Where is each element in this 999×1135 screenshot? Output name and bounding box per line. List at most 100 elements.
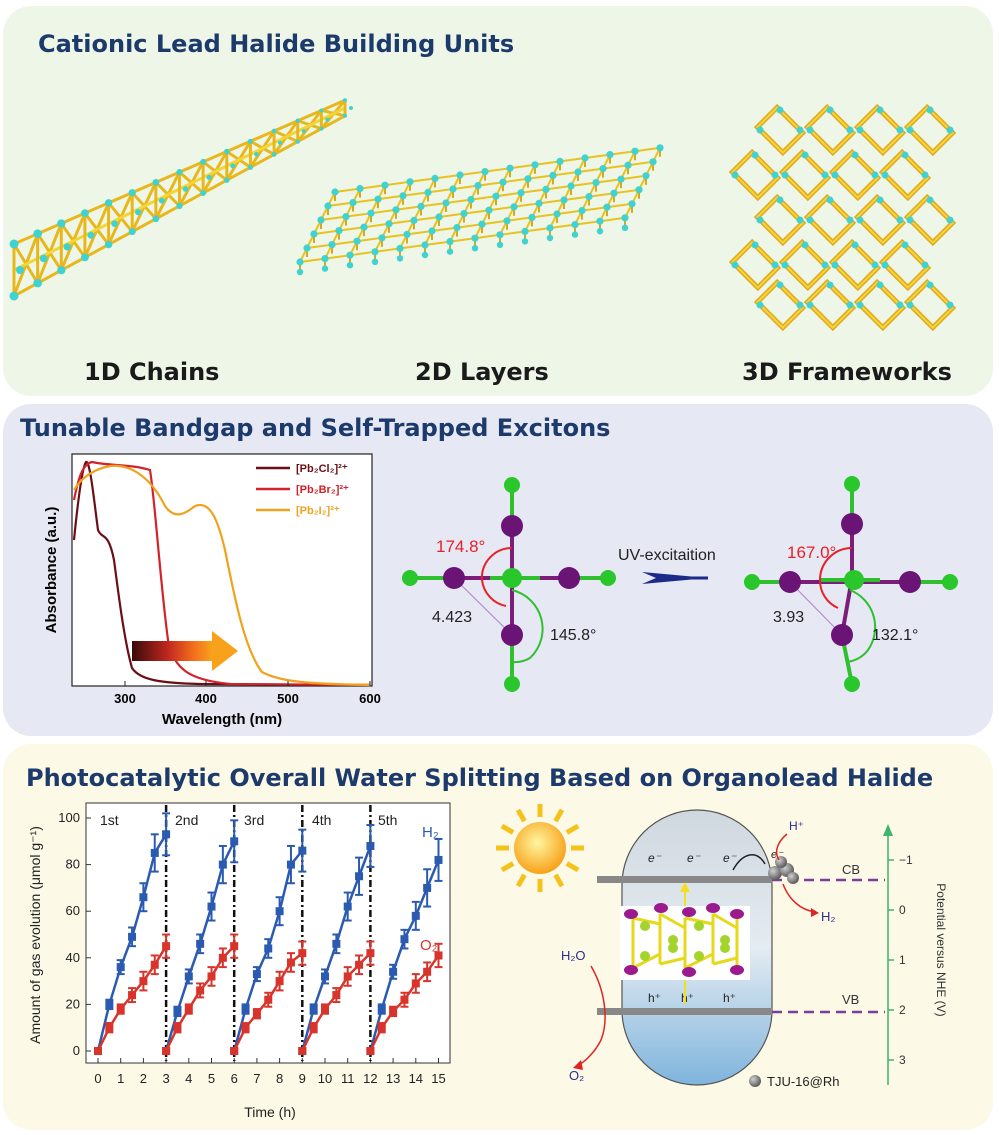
o2-data-point	[128, 991, 137, 1000]
o2-data-point	[298, 949, 307, 958]
h2-data-point	[116, 963, 125, 972]
electron-2: e⁻	[687, 851, 702, 865]
vb-band	[597, 1008, 772, 1015]
o2-data-point	[366, 1047, 375, 1055]
electron-1: e⁻	[648, 851, 663, 865]
y-tick-label: 20	[66, 996, 80, 1011]
x-tick-label: 1	[117, 1071, 124, 1086]
o2-data-point	[218, 953, 227, 962]
panel2-title: Tunable Bandgap and Self-Trapped Exciton…	[20, 414, 611, 442]
x-tick-marks	[124, 681, 371, 686]
uv-excitation-label: UV-excitaition	[618, 547, 716, 564]
h2-data-point	[411, 911, 420, 920]
x-tick-label: 14	[409, 1071, 423, 1086]
h2-data-point	[423, 883, 432, 892]
x-tick-400: 400	[195, 691, 217, 706]
electron-3: e⁻	[723, 851, 738, 865]
hole-2: h⁺	[681, 991, 694, 1005]
right-angle-1: 167.0°	[787, 543, 836, 562]
o2-product-label: O₂	[569, 1068, 584, 1083]
h2-data-point	[321, 972, 329, 981]
h2-data-point	[150, 848, 159, 857]
o2-data-point	[389, 1007, 398, 1016]
oxidation-arrowhead	[573, 1060, 583, 1070]
layer-2d-structure	[296, 144, 664, 276]
curve-pb2br2	[72, 460, 371, 687]
h2-data-point	[400, 935, 409, 944]
proton-label: H⁺	[789, 819, 804, 833]
h2-data-point	[434, 855, 443, 864]
y-tick-label: 100	[58, 810, 80, 825]
label-2d-layers: 2D Layers	[415, 358, 549, 386]
x-tick-label: 7	[253, 1071, 260, 1086]
x-tick-label: 15	[431, 1071, 445, 1086]
x-tick-300: 300	[114, 691, 136, 706]
y-axis-label: Absorbance (a.u.)	[43, 507, 60, 634]
electron-transfer-arrow	[732, 854, 766, 871]
o2-data-point	[207, 972, 216, 981]
panel3-title: Photocatalytic Overall Water Splitting B…	[26, 764, 934, 792]
o2-data-point	[150, 960, 159, 969]
h2-data-point	[128, 932, 137, 941]
o2-data-point	[94, 1047, 102, 1055]
left-distance: 4.423	[432, 609, 472, 626]
nhe-axis-arrowhead	[883, 824, 893, 836]
nhe-tick-0: 0	[899, 903, 906, 917]
cycle-1-label: 1st	[100, 812, 119, 828]
right-angle-2: 132.1°	[872, 627, 918, 644]
o2-series-label: O₂	[420, 937, 438, 954]
time-axis-label: Time (h)	[244, 1104, 296, 1120]
label-1d-chains: 1D Chains	[84, 358, 220, 386]
x-tick-label: 6	[231, 1071, 238, 1086]
o2-data-point	[411, 979, 420, 988]
o2-data-point	[298, 1047, 307, 1055]
nhe-tick-2: 2	[899, 1003, 906, 1017]
exciton-structures: 174.8° 4.423 145.8° UV-excitaition 167.0…	[402, 476, 958, 692]
y-tick-label: 40	[66, 950, 80, 965]
o2-data-point	[230, 942, 239, 951]
x-tick-600: 600	[359, 691, 381, 706]
h2-arrowhead	[811, 908, 819, 917]
h2-data-point	[366, 841, 375, 850]
vb-label: VB	[842, 992, 859, 1007]
panel1-title: Cationic Lead Halide Building Units	[38, 30, 515, 58]
x-tick-label: 5	[208, 1071, 215, 1086]
o2-data-point	[139, 977, 148, 986]
structure-excited-state	[744, 476, 958, 692]
o2-data-point	[162, 942, 171, 951]
cb-label: CB	[842, 862, 860, 877]
h2-data-point	[355, 872, 364, 881]
o2-data-point	[366, 949, 375, 958]
x-axis-label: Wavelength (nm)	[162, 711, 282, 728]
legend-label-cl: [Pb₂Cl₂]²⁺	[296, 463, 348, 475]
legend-label-br: [Pb₂Br₂]²⁺	[296, 484, 349, 496]
h2-data-point	[184, 972, 193, 981]
catalyst-legend-label: TJU-16@Rh	[767, 1074, 839, 1089]
gas-axis-label: Amount of gas evolution (μmol g⁻¹)	[27, 826, 43, 1044]
h2-data-point	[207, 902, 216, 911]
x-tick-label: 8	[276, 1071, 283, 1086]
curve-pb2cl2	[72, 460, 371, 687]
x-tick-label: 9	[299, 1071, 306, 1086]
o2-data-point	[309, 1023, 318, 1032]
label-3d-frameworks: 3D Frameworks	[742, 358, 952, 386]
right-distance: 3.93	[773, 609, 804, 626]
o2-data-point	[105, 1023, 114, 1032]
o2-data-point	[434, 951, 443, 960]
h2-data-point	[241, 1005, 250, 1014]
nhe-tick-minus1: −1	[899, 853, 913, 867]
h2-data-point	[196, 939, 205, 948]
crystal-structure-graphic	[624, 903, 744, 977]
o2-data-point	[400, 995, 409, 1004]
hole-3: h⁺	[723, 991, 736, 1005]
h2-product-label: H₂	[821, 909, 835, 924]
curve-pb2i2	[73, 464, 371, 687]
x-tick-label: 11	[341, 1071, 355, 1086]
catalyst-legend-icon	[749, 1075, 761, 1087]
o2-data-point	[343, 972, 352, 981]
h2-data-point	[162, 830, 171, 839]
y-tick-label: 60	[66, 903, 80, 918]
plot-frame	[85, 802, 451, 1064]
chain-1d-structure	[9, 98, 353, 301]
nhe-tick-1: 1	[899, 953, 906, 967]
